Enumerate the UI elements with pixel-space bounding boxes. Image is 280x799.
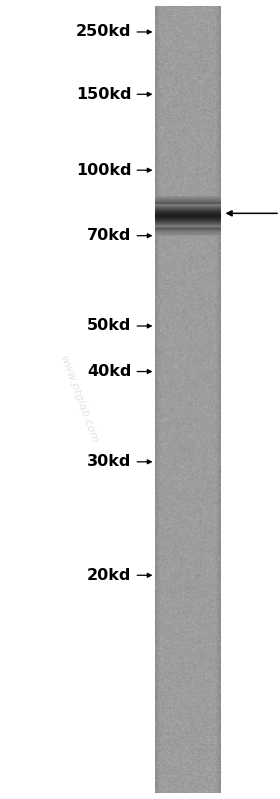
Text: 250kd: 250kd [76, 25, 132, 39]
Text: 30kd: 30kd [87, 455, 132, 469]
Text: 20kd: 20kd [87, 568, 132, 582]
Text: www.ptglab.com: www.ptglab.com [58, 354, 99, 445]
Text: 150kd: 150kd [76, 87, 132, 101]
Text: 50kd: 50kd [87, 319, 132, 333]
Text: 70kd: 70kd [87, 229, 132, 243]
Text: 100kd: 100kd [76, 163, 132, 177]
Text: 40kd: 40kd [87, 364, 132, 379]
